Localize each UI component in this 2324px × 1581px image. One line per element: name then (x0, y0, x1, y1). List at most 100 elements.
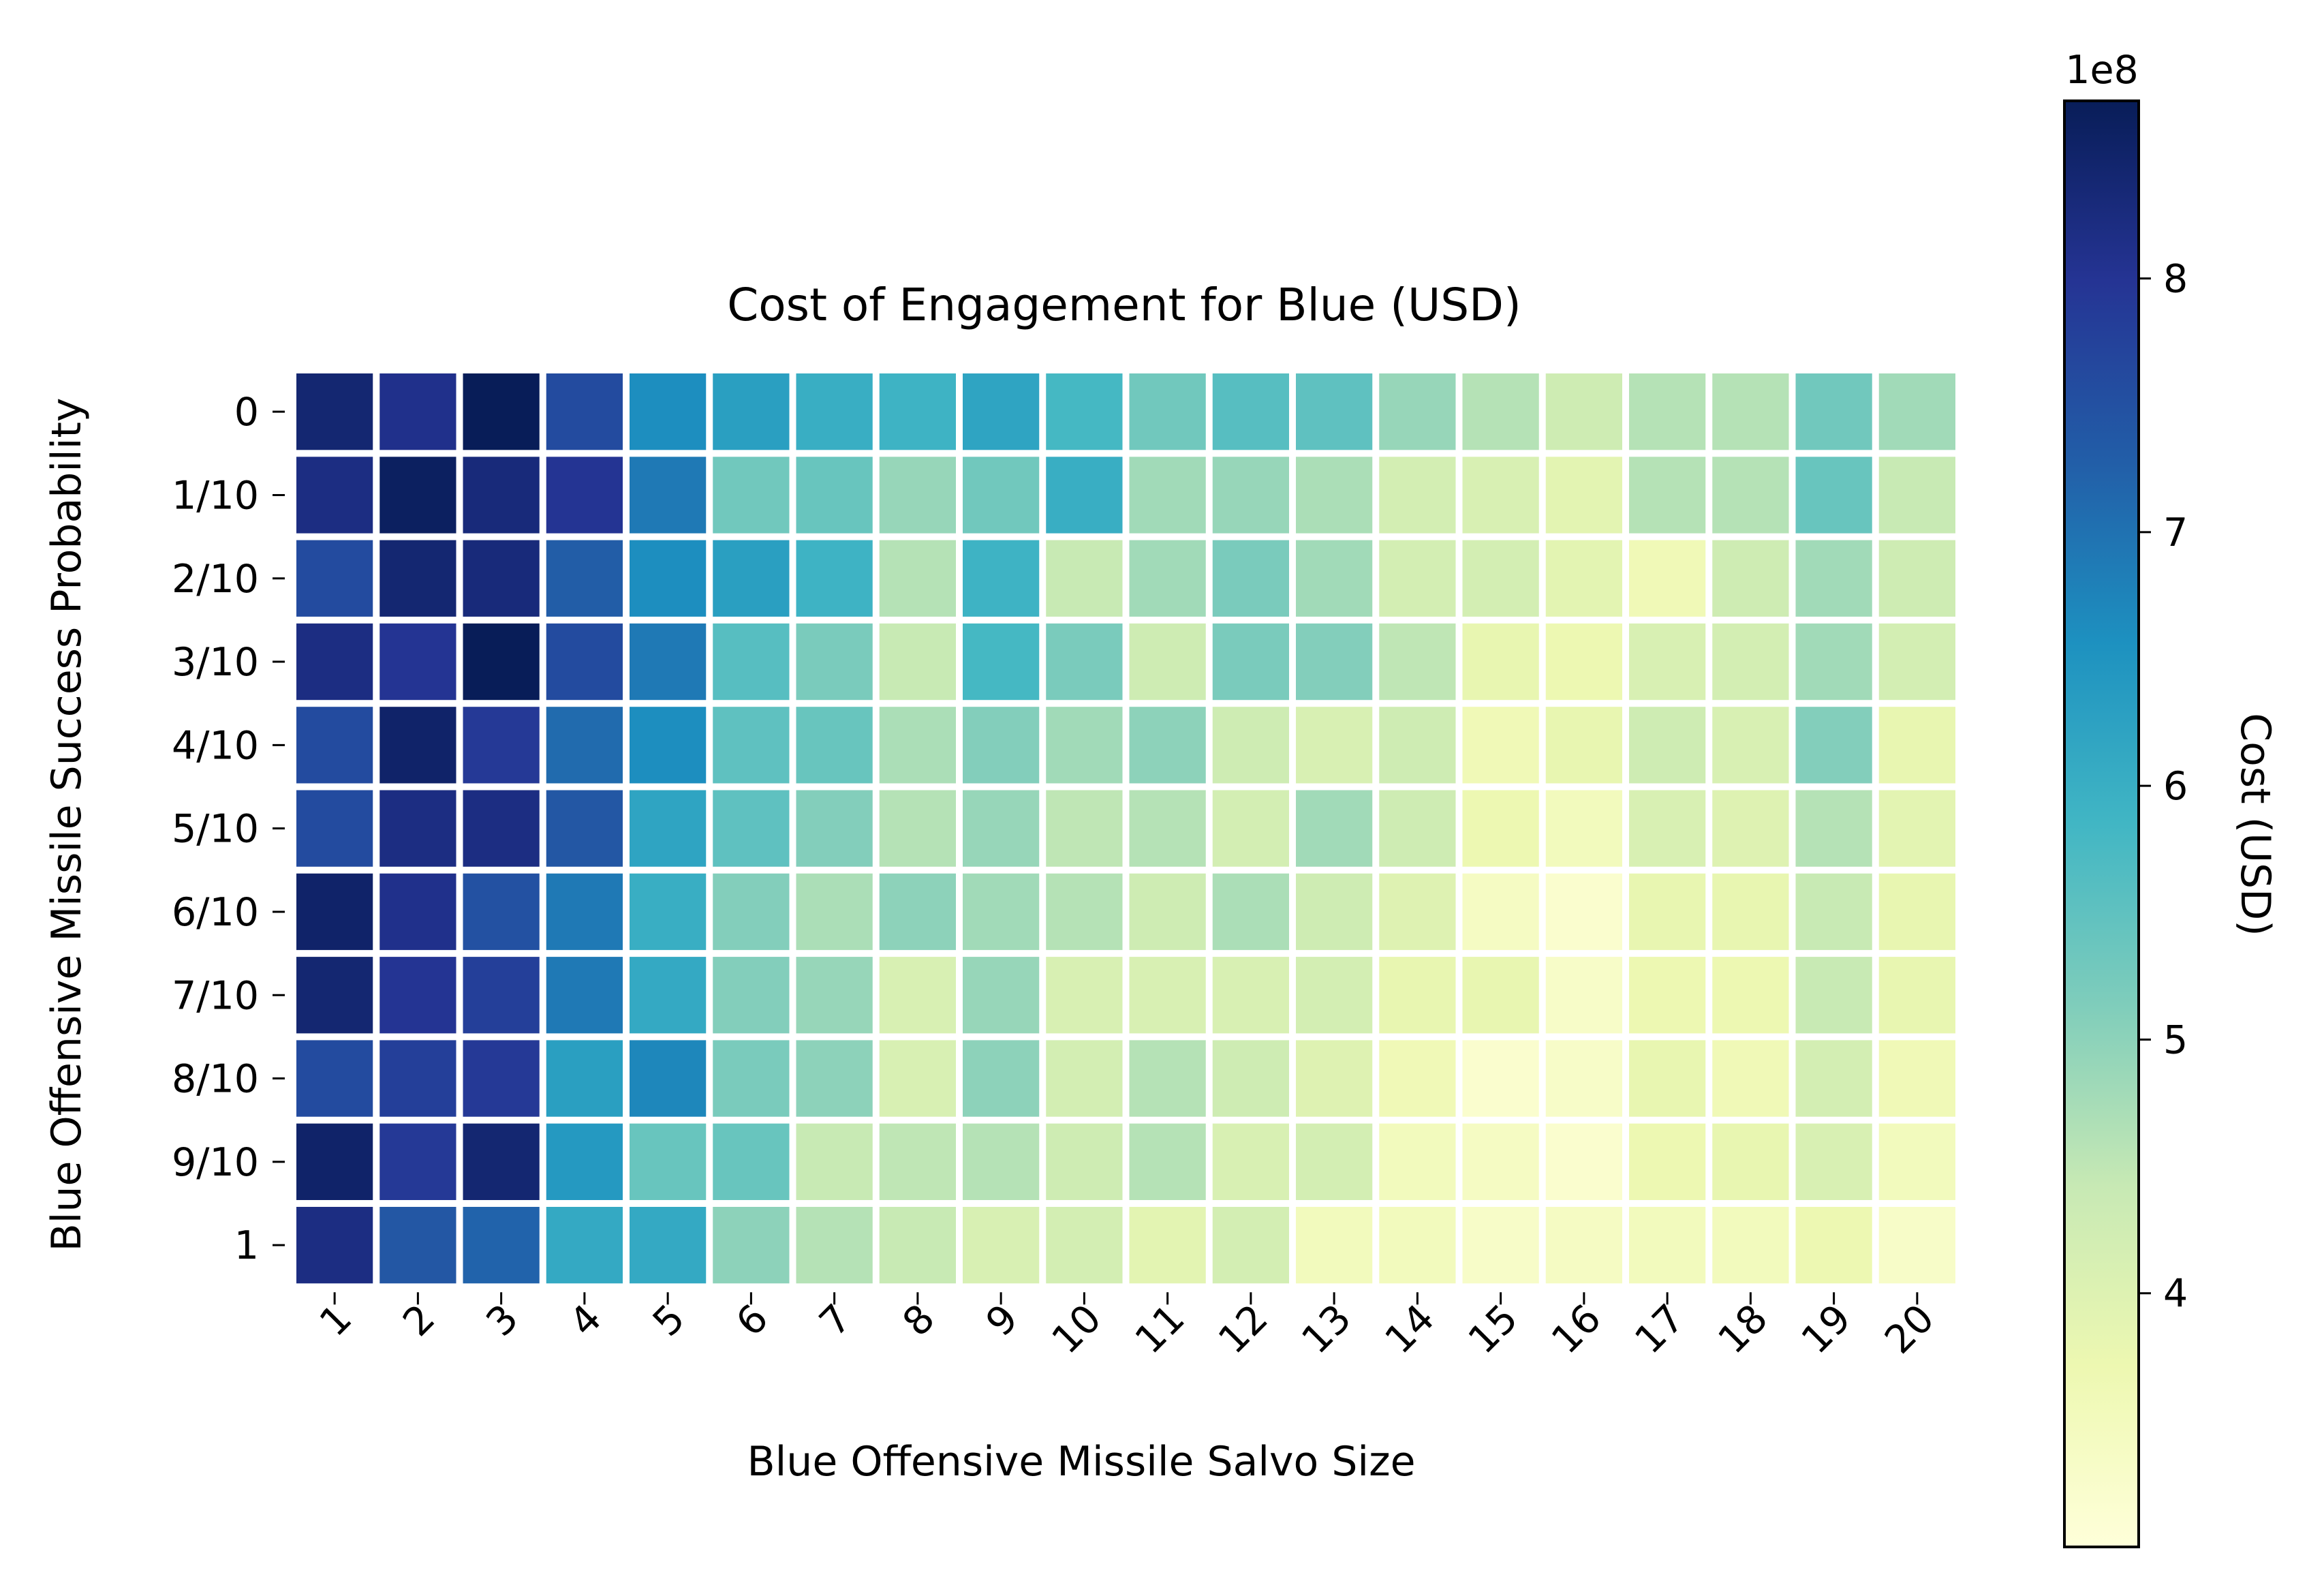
heatmap-cell (1129, 790, 1206, 867)
heatmap-cell (879, 373, 956, 450)
heatmap-cell (796, 707, 873, 784)
heatmap-cell (713, 957, 790, 1034)
heatmap-cell (1795, 873, 1872, 951)
heatmap-cell (1712, 457, 1789, 534)
heatmap-cell (1212, 957, 1289, 1034)
heatmap-cell (796, 373, 873, 450)
heatmap-cell (1712, 540, 1789, 617)
colorbar-label: Cost (USD) (2231, 713, 2279, 936)
heatmap-cell (630, 457, 707, 534)
x-tick-label: 14 (1376, 1296, 1443, 1363)
y-tick-label: 9/10 (172, 1140, 259, 1185)
x-tick-label: 12 (1210, 1296, 1277, 1363)
x-tick-label: 5 (645, 1296, 694, 1345)
heatmap-cell (463, 373, 540, 450)
heatmap-cell (1878, 623, 1955, 701)
heatmap-cell (879, 707, 956, 784)
heatmap-cell (630, 1207, 707, 1284)
heatmap-cell (1878, 707, 1955, 784)
y-tick-label: 3/10 (172, 640, 259, 685)
x-tick-label: 13 (1293, 1296, 1360, 1363)
heatmap-cell (1212, 623, 1289, 701)
heatmap-cell (1462, 790, 1539, 867)
heatmap-cell (296, 790, 373, 867)
y-tick-label: 8/10 (172, 1057, 259, 1102)
heatmap-cell (1212, 790, 1289, 867)
heatmap-cell (1712, 790, 1789, 867)
heatmap-cell (463, 1123, 540, 1200)
heatmap-cell (1046, 457, 1123, 534)
heatmap-cell (1795, 1040, 1872, 1117)
heatmap-cell (630, 1123, 707, 1200)
heatmap-cell (1462, 957, 1539, 1034)
heatmap-cell (879, 1123, 956, 1200)
heatmap-cell (546, 540, 623, 617)
heatmap-cell (1795, 790, 1872, 867)
heatmap-cell (1795, 457, 1872, 534)
heatmap-cell (1878, 790, 1955, 867)
y-tick-label: 1 (234, 1223, 259, 1268)
heatmap-cell (296, 707, 373, 784)
heatmap-cell (630, 707, 707, 784)
heatmap-cell (796, 540, 873, 617)
x-tick-label: 10 (1043, 1296, 1110, 1363)
heatmap-cell (1712, 373, 1789, 450)
heatmap-cell (1629, 540, 1706, 617)
heatmap-cell (713, 873, 790, 951)
heatmap-cell (1878, 957, 1955, 1034)
heatmap-cell (713, 540, 790, 617)
heatmap-cell (630, 373, 707, 450)
heatmap-cell (1046, 1040, 1123, 1117)
heatmap-cell (1379, 1040, 1456, 1117)
x-tick-label: 15 (1460, 1296, 1527, 1363)
y-axis: 0 1/10 2/10 3/10 4/10 5/10 6/10 7/10 8/10 9/10 1 (172, 390, 285, 1268)
heatmap-cell (1878, 1207, 1955, 1284)
heatmap-cell (1046, 623, 1123, 701)
y-axis-label: Blue Offensive Missile Success Probabili… (43, 398, 91, 1252)
heatmap-cell (963, 623, 1040, 701)
x-tick-label: 20 (1876, 1296, 1943, 1363)
x-tick-label: 17 (1626, 1296, 1693, 1363)
heatmap-cell (1046, 1123, 1123, 1200)
x-tick-label: 8 (894, 1296, 943, 1345)
x-tick-label: 18 (1709, 1296, 1776, 1363)
heatmap-cell (1379, 623, 1456, 701)
heatmap-cell (879, 623, 956, 701)
heatmap-cell (1462, 1040, 1539, 1117)
heatmap-cell (796, 873, 873, 951)
colorbar-tick-label: 8 (2163, 257, 2188, 302)
heatmap-cell (546, 957, 623, 1034)
heatmap-cell (1878, 873, 1955, 951)
heatmap-cell (463, 873, 540, 951)
heatmap-cell (379, 1123, 456, 1200)
heatmap-cell (463, 1040, 540, 1117)
heatmap-cell (1629, 623, 1706, 701)
y-tick-label: 0 (234, 390, 259, 435)
heatmap-cell (1379, 790, 1456, 867)
heatmap-cell (1046, 790, 1123, 867)
heatmap-cell (1545, 457, 1622, 534)
heatmap-cell (1795, 957, 1872, 1034)
heatmap-cell (630, 790, 707, 867)
heatmap-cell (630, 1040, 707, 1117)
heatmap-cell (296, 873, 373, 951)
heatmap-cell (1545, 1207, 1622, 1284)
heatmap-cell (1462, 373, 1539, 450)
heatmap-cell (1545, 540, 1622, 617)
heatmap-cell (546, 1207, 623, 1284)
heatmap-cell (1296, 540, 1373, 617)
heatmap-cell (1296, 457, 1373, 534)
colorbar-exponent: 1e8 (2065, 48, 2139, 93)
heatmap-cell (1462, 1123, 1539, 1200)
heatmap-cell (1379, 873, 1456, 951)
heatmap-cell (1545, 790, 1622, 867)
heatmap-cell (1296, 1123, 1373, 1200)
heatmap-cell (879, 540, 956, 617)
heatmap-cell (463, 957, 540, 1034)
heatmap-cell (463, 540, 540, 617)
heatmap-cell (463, 790, 540, 867)
heatmap-cell (1046, 957, 1123, 1034)
heatmap-cell (1629, 873, 1706, 951)
heatmap-cell (1129, 707, 1206, 784)
